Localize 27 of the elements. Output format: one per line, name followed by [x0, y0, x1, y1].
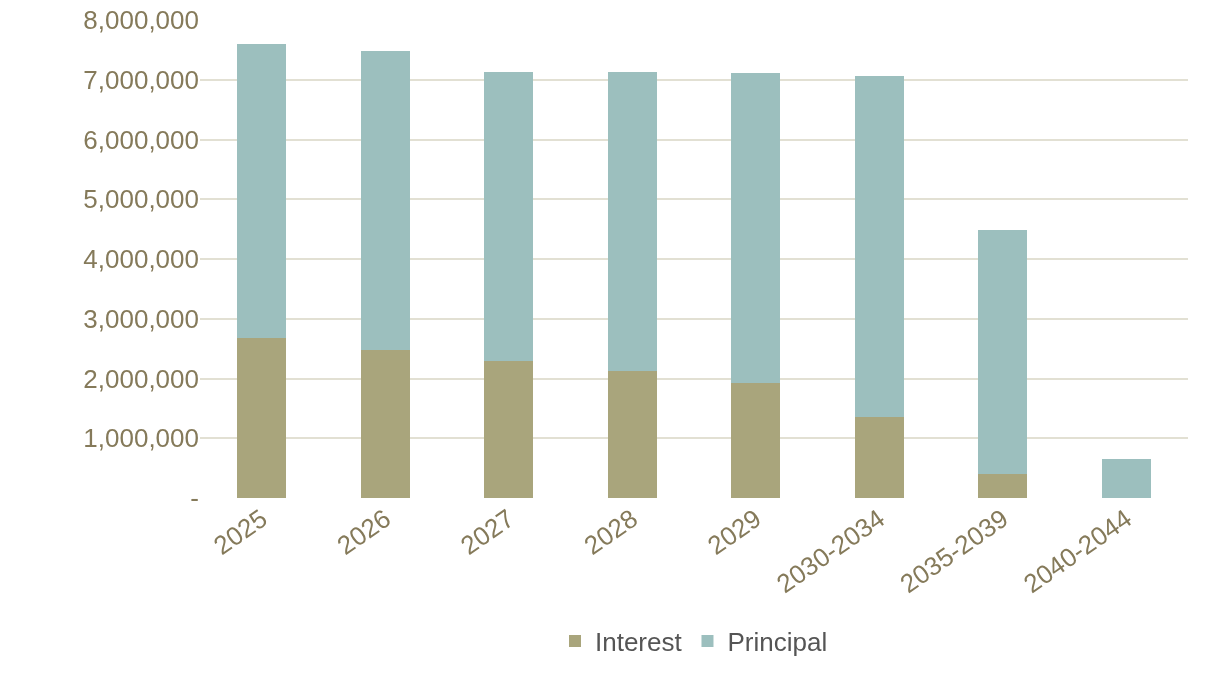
y-tick-label: 1,000,000	[83, 423, 199, 454]
legend-label: Principal	[727, 627, 828, 658]
y-tick-label: -	[190, 483, 199, 514]
bar	[1101, 459, 1151, 498]
y-tick-label: 8,000,000	[83, 5, 199, 36]
legend-label: Interest	[595, 627, 683, 658]
bar	[607, 371, 657, 498]
y-tick-label: 3,000,000	[83, 303, 199, 334]
y-tick-label: 6,000,000	[83, 124, 199, 155]
bar	[360, 349, 410, 498]
bar	[484, 71, 534, 362]
y-tick-label: 5,000,000	[83, 184, 199, 215]
y-tick-label: 4,000,000	[83, 244, 199, 275]
y-tick-label: 2,000,000	[83, 363, 199, 394]
bar	[978, 230, 1028, 475]
bar	[854, 417, 904, 498]
bar	[237, 43, 287, 339]
bar	[854, 76, 904, 418]
bar	[731, 383, 781, 498]
bar	[607, 71, 657, 372]
x-tick-label: 2029	[702, 502, 767, 561]
bar	[484, 361, 534, 498]
bar	[731, 72, 781, 384]
bar	[360, 51, 410, 350]
bar	[978, 474, 1028, 498]
bar	[237, 338, 287, 498]
y-tick-label: 7,000,000	[83, 64, 199, 95]
